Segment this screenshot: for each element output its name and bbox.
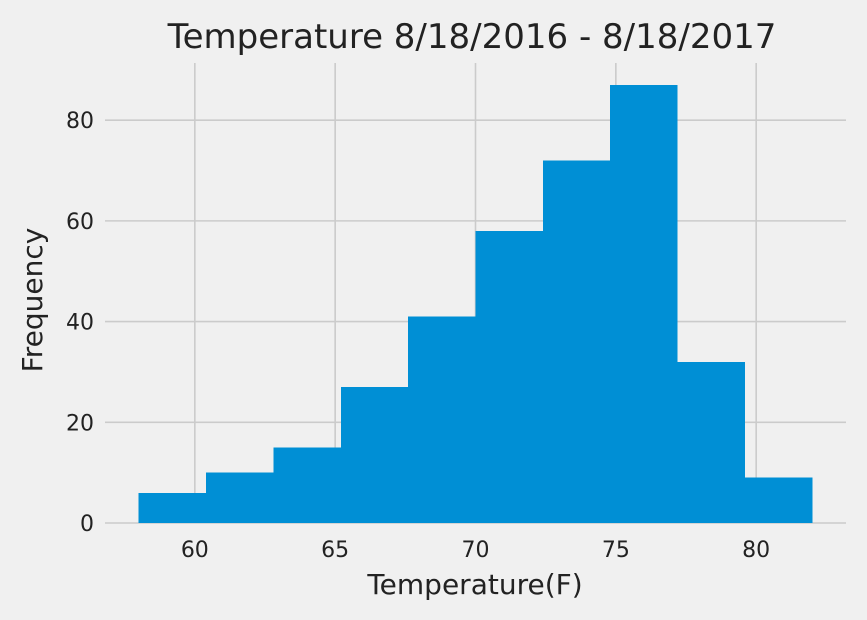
x-tick-labels: 60 65 70 75 80 [181,538,770,563]
histogram-bar [273,447,341,523]
x-tick-label: 65 [321,538,349,563]
x-tick-label: 70 [462,538,490,563]
y-axis-label: Frequency [16,228,49,373]
y-tick-label: 20 [66,411,94,436]
y-tick-label: 60 [66,210,94,235]
chart-title: Temperature 8/18/2016 - 8/18/2017 [167,17,777,57]
histogram-bars [138,84,813,524]
histogram-bar [677,361,745,523]
histogram-bar [408,316,476,523]
x-tick-label: 75 [602,538,630,563]
x-tick-label: 80 [742,538,770,563]
y-tick-labels: 0 20 40 60 80 [66,109,94,537]
y-tick-label: 80 [66,109,94,134]
histogram-bar [138,492,207,523]
histogram-bar [475,230,543,523]
histogram-bar [610,84,678,524]
histogram-bar [206,472,274,523]
y-tick-label: 40 [66,311,94,336]
histogram-bar [340,387,409,523]
x-tick-label: 60 [181,538,209,563]
y-tick-label: 0 [80,512,94,537]
histogram-bar [744,477,813,523]
histogram-bar [542,160,611,524]
x-axis-label: Temperature(F) [366,568,582,601]
